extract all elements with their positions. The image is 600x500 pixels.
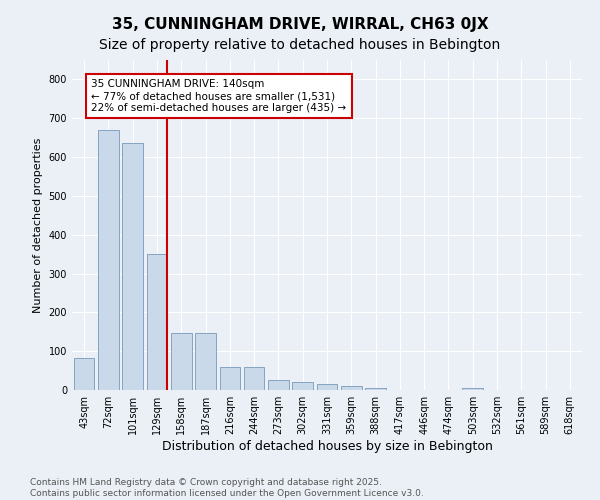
Bar bbox=[195, 332, 216, 390]
Bar bbox=[98, 130, 119, 390]
Text: 35 CUNNINGHAM DRIVE: 140sqm
← 77% of detached houses are smaller (1,531)
22% of : 35 CUNNINGHAM DRIVE: 140sqm ← 77% of det… bbox=[91, 80, 347, 112]
Bar bbox=[268, 380, 289, 390]
Bar bbox=[341, 386, 362, 390]
Bar bbox=[146, 254, 167, 390]
Text: Size of property relative to detached houses in Bebington: Size of property relative to detached ho… bbox=[100, 38, 500, 52]
Bar bbox=[365, 388, 386, 390]
Bar bbox=[220, 366, 240, 390]
Y-axis label: Number of detached properties: Number of detached properties bbox=[33, 138, 43, 312]
Text: Contains HM Land Registry data © Crown copyright and database right 2025.
Contai: Contains HM Land Registry data © Crown c… bbox=[30, 478, 424, 498]
Bar bbox=[292, 382, 313, 390]
X-axis label: Distribution of detached houses by size in Bebington: Distribution of detached houses by size … bbox=[161, 440, 493, 453]
Bar bbox=[317, 384, 337, 390]
Bar bbox=[171, 332, 191, 390]
Bar bbox=[244, 366, 265, 390]
Bar bbox=[122, 144, 143, 390]
Bar bbox=[463, 388, 483, 390]
Text: 35, CUNNINGHAM DRIVE, WIRRAL, CH63 0JX: 35, CUNNINGHAM DRIVE, WIRRAL, CH63 0JX bbox=[112, 18, 488, 32]
Bar bbox=[74, 358, 94, 390]
